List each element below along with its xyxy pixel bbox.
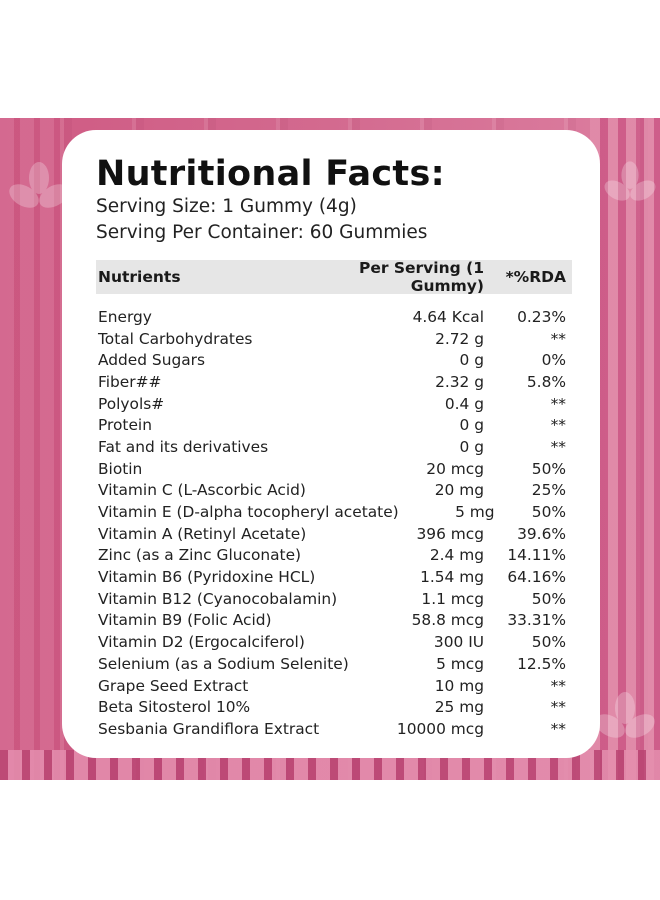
nutrient-name: Vitamin C (L-Ascorbic Acid) [98, 481, 306, 500]
nutrient-rda: ** [550, 437, 566, 456]
nutrient-rda: ** [550, 719, 566, 738]
nutrient-rda: ** [550, 394, 566, 413]
nutrient-rda: ** [550, 676, 566, 695]
nutrient-name: Vitamin B6 (Pyridoxine HCL) [98, 568, 316, 587]
nutrient-rda: ** [550, 416, 566, 435]
nutrient-name: Vitamin B12 (Cyanocobalamin) [98, 589, 338, 608]
nutrient-value: 5 mcg [436, 654, 484, 673]
header-per-serving: Per Serving (1 Gummy) [358, 259, 484, 295]
nutrient-rda: 50% [531, 459, 566, 478]
table-row: Selenium (as a Sodium Selenite) 5 mcg 12.5… [96, 653, 572, 675]
nutrient-name: Vitamin B9 (Folic Acid) [98, 611, 272, 630]
nutrient-rda: 5.8% [526, 372, 566, 391]
nutrient-name: Fat and its derivatives [98, 437, 269, 456]
nutrient-value: 2.32 g [435, 372, 484, 391]
leaf-icon [9, 162, 69, 208]
table-row: Energy 4.64 Kcal 0.23% [96, 306, 572, 328]
header-rda: *%RDA [505, 268, 566, 286]
table-row: Vitamin C (L-Ascorbic Acid) 20 mg 25% [96, 480, 572, 502]
header-nutrients: Nutrients [98, 268, 181, 286]
nutrient-rda: 50% [531, 503, 566, 522]
nutrient-value: 1.54 mg [420, 568, 484, 587]
left-stripes [0, 118, 60, 780]
nutrient-rda: 39.6% [517, 524, 566, 543]
table-row: Polyols# 0.4 g ** [96, 393, 572, 415]
serving-size: Serving Size: 1 Gummy (4g) [96, 196, 357, 217]
nutrient-name: Total Carbohydrates [98, 329, 253, 348]
nutrient-rda: 12.5% [517, 654, 566, 673]
nutrient-name: Energy [98, 307, 152, 326]
nutrient-value: 20 mcg [426, 459, 484, 478]
nutrient-name: Zinc (as a Zinc Gluconate) [98, 546, 302, 565]
nutrient-name: Grape Seed Extract [98, 676, 249, 695]
nutrient-rda: 25% [531, 481, 566, 500]
nutrient-rda: 50% [531, 589, 566, 608]
nutrient-rda: 0% [541, 351, 566, 370]
table-row: Biotin 20 mcg 50% [96, 458, 572, 480]
nutrient-rda: 64.16% [507, 568, 566, 587]
panel-title: Nutritional Facts: [96, 154, 445, 194]
serving-per-container: Serving Per Container: 60 Gummies [96, 222, 428, 243]
nutrient-value: 4.64 Kcal [412, 307, 484, 326]
nutrient-value: 0 g [459, 437, 484, 456]
nutrient-name: Added Sugars [98, 351, 205, 370]
table-row: Sesbania Grandiflora Extract 10000 mcg ** [96, 718, 572, 740]
nutrient-name: Beta Sitosterol 10% [98, 698, 251, 717]
table-row: Total Carbohydrates 2.72 g ** [96, 328, 572, 350]
nutrient-rda: ** [550, 329, 566, 348]
table-row: Vitamin B9 (Folic Acid) 58.8 mcg 33.31% [96, 610, 572, 632]
table-row: Vitamin A (Retinyl Acetate) 396 mcg 39.6% [96, 523, 572, 545]
table-row: Fiber## 2.32 g 5.8% [96, 371, 572, 393]
table-row: Beta Sitosterol 10% 25 mg ** [96, 696, 572, 718]
right-stripes [590, 118, 660, 780]
table-header: Nutrients Per Serving (1 Gummy) *%RDA [96, 259, 572, 295]
table-row: Fat and its derivatives 0 g ** [96, 436, 572, 458]
nutrient-value: 1.1 mcg [421, 589, 484, 608]
table-row: Vitamin B6 (Pyridoxine HCL) 1.54 mg 64.16% [96, 566, 572, 588]
leaf-icon [604, 161, 656, 201]
nutrient-name: Biotin [98, 459, 143, 478]
nutrient-value: 25 mg [434, 698, 484, 717]
nutrient-table-body: Energy 4.64 Kcal 0.23% Total Carbohydrates 2… [96, 306, 572, 740]
nutrient-value: 58.8 mcg [411, 611, 484, 630]
nutrient-value: 10000 mcg [396, 719, 484, 738]
nutrition-facts-card: Nutritional Facts: Serving Size: 1 Gummy… [62, 130, 600, 758]
nutrient-name: Vitamin D2 (Ergocalciferol) [98, 633, 305, 652]
nutrient-value: 20 mg [434, 481, 484, 500]
table-row: Vitamin E (D-alpha tocopheryl acetate) 5 … [96, 501, 572, 523]
table-row: Vitamin D2 (Ergocalciferol) 300 IU 50% [96, 631, 572, 653]
nutrient-value: 396 mcg [416, 524, 485, 543]
nutrient-rda: 33.31% [507, 611, 566, 630]
nutrient-name: Protein [98, 416, 152, 435]
nutrient-rda: ** [550, 698, 566, 717]
nutrient-value: 300 IU [433, 633, 484, 652]
nutrient-value: 0.4 g [444, 394, 484, 413]
nutrient-name: Sesbania Grandiflora Extract [98, 719, 320, 738]
nutrient-rda: 14.11% [507, 546, 566, 565]
nutrient-name: Vitamin E (D-alpha tocopheryl acetate) [98, 503, 399, 522]
table-row: Zinc (as a Zinc Gluconate) 2.4 mg 14.11% [96, 545, 572, 567]
nutrient-value: 2.72 g [435, 329, 484, 348]
nutrient-name: Vitamin A (Retinyl Acetate) [98, 524, 307, 543]
nutrient-value: 10 mg [434, 676, 484, 695]
nutrient-value: 2.4 mg [429, 546, 484, 565]
nutrient-name: Polyols# [98, 394, 165, 413]
leaf-icon [595, 692, 655, 738]
table-row: Added Sugars 0 g 0% [96, 349, 572, 371]
nutrient-name: Fiber## [98, 372, 162, 391]
table-row: Protein 0 g ** [96, 414, 572, 436]
table-row: Vitamin B12 (Cyanocobalamin) 1.1 mcg 50% [96, 588, 572, 610]
nutrient-rda: 50% [531, 633, 566, 652]
table-row: Grape Seed Extract 10 mg ** [96, 675, 572, 697]
nutrient-value: 0 g [459, 351, 484, 370]
nutrient-rda: 0.23% [517, 307, 566, 326]
nutrient-name: Selenium (as a Sodium Selenite) [98, 654, 349, 673]
nutrient-value: 5 mg [455, 503, 495, 522]
nutrient-value: 0 g [459, 416, 484, 435]
